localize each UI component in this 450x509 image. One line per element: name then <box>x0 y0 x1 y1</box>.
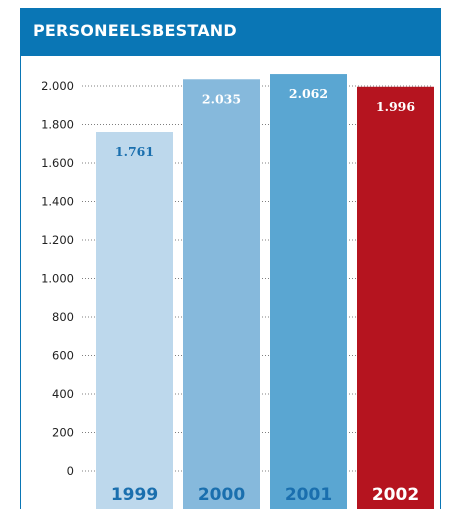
y-tick-label: 1.200 <box>41 233 74 247</box>
value-label-2001: 2.062 <box>289 86 328 101</box>
bar-1999 <box>96 132 173 509</box>
bar-2002 <box>357 86 434 509</box>
frame-left-border <box>20 56 21 509</box>
y-tick-label: 1.000 <box>41 272 74 286</box>
y-tick-label: 1.800 <box>41 118 74 132</box>
y-axis-ticks: 0 200 400 600 800 1.000 1.200 1.400 1.600 1.800 2.… <box>41 79 74 478</box>
y-tick-label: 600 <box>52 349 74 363</box>
value-label-2000: 2.035 <box>202 91 241 106</box>
bar-labels: 1.761 1999 2.035 2000 2.062 2001 1.996 2002 <box>111 86 419 505</box>
y-tick-label: 0 <box>67 464 74 478</box>
y-tick-label: 1.600 <box>41 156 74 170</box>
value-label-2002: 1.996 <box>376 99 415 114</box>
y-tick-label: 400 <box>52 387 74 401</box>
x-label-2002: 2002 <box>372 485 419 505</box>
bar-2000 <box>183 79 260 509</box>
x-label-2001: 2001 <box>285 485 332 505</box>
y-tick-label: 200 <box>52 426 74 440</box>
y-tick-label: 1.400 <box>41 195 74 209</box>
y-tick-label: 800 <box>52 310 74 324</box>
bars <box>96 74 434 509</box>
bar-2001 <box>270 74 347 509</box>
x-label-1999: 1999 <box>111 485 158 505</box>
x-label-2000: 2000 <box>198 485 245 505</box>
y-tick-label: 2.000 <box>41 79 74 93</box>
chart-header: PERSONEELSBESTAND <box>20 8 441 56</box>
frame-right-border <box>440 56 441 509</box>
value-label-1999: 1.761 <box>115 144 154 159</box>
chart-title: PERSONEELSBESTAND <box>33 21 237 40</box>
